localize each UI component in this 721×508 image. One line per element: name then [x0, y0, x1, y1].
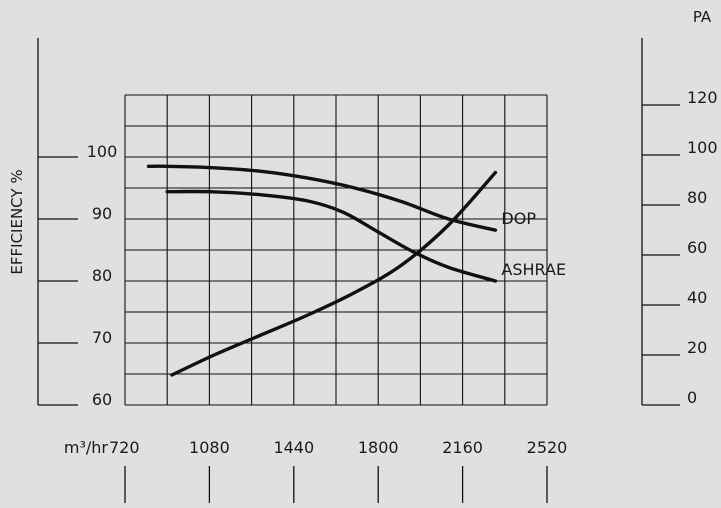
- left-tick-label: 70: [92, 328, 112, 347]
- right-tick-label: 80: [687, 188, 707, 207]
- left-tick-label: 80: [92, 266, 112, 285]
- right-axis-label: PA: [693, 8, 712, 26]
- series-line-ashrae: [165, 189, 498, 283]
- left-axis-label: EFFICIENCY %: [8, 169, 26, 274]
- series-label-ashrae: ASHRAE: [501, 260, 566, 279]
- plot-grid: [124, 94, 548, 406]
- right-tick-label: 60: [687, 238, 707, 257]
- x-tick-label: 1080: [189, 438, 230, 457]
- left-tick-label: 60: [92, 390, 112, 409]
- left-tick-label: 90: [92, 204, 112, 223]
- right-tick-label: 40: [687, 288, 707, 307]
- series-line-pressure: [170, 170, 498, 377]
- x-tick-label: 2160: [442, 438, 483, 457]
- x-tick-label: 1800: [358, 438, 399, 457]
- series-label-dop: DOP: [501, 209, 536, 228]
- series-lines: [146, 164, 498, 377]
- x-tick-label: 2520: [527, 438, 568, 457]
- right-tick-label: 120: [687, 88, 718, 107]
- right-tick-label: 0: [687, 388, 697, 407]
- x-tick-label: 720: [109, 438, 140, 457]
- right-tick-label: 20: [687, 338, 707, 357]
- chart-labels: 60 70 80 90 100 EFFICIENCY % 0 20 40 60 80 100 120 PA…: [8, 8, 718, 457]
- right-tick-label: 100: [687, 138, 718, 157]
- left-tick-label: 100: [87, 142, 118, 161]
- x-axis-label: m³/hr: [64, 438, 109, 457]
- axes: [37, 38, 680, 503]
- x-tick-label: 1440: [273, 438, 314, 457]
- series-line-dop: [146, 164, 498, 232]
